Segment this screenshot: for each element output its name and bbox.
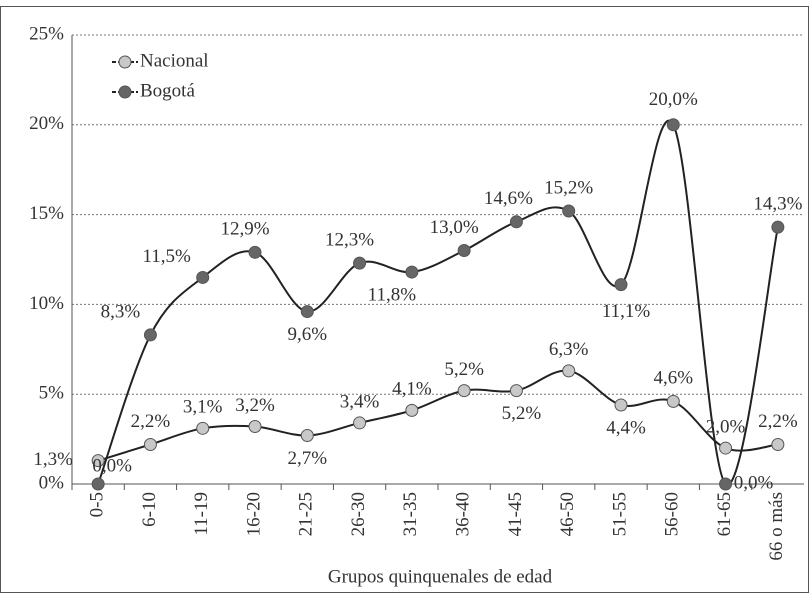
point bbox=[562, 204, 576, 218]
data-label: 3,4% bbox=[340, 391, 380, 412]
x-tick-label: 36-40 bbox=[453, 492, 474, 536]
point bbox=[248, 245, 262, 259]
data-label: 3,2% bbox=[235, 395, 275, 416]
data-label: 15,2% bbox=[544, 177, 593, 198]
y-tick-label: 10% bbox=[29, 293, 64, 314]
data-label: 2,2% bbox=[131, 411, 171, 432]
legend-marker bbox=[118, 85, 132, 99]
data-label: 14,6% bbox=[484, 188, 533, 209]
data-label: 12,3% bbox=[325, 229, 374, 250]
x-tick-label: 31-35 bbox=[400, 492, 421, 536]
data-label: 2,0% bbox=[706, 416, 746, 437]
data-label: 2,7% bbox=[287, 448, 327, 469]
x-tick-label: 6-10 bbox=[139, 492, 160, 527]
data-label: 11,5% bbox=[143, 246, 192, 267]
point bbox=[509, 215, 523, 229]
point bbox=[405, 403, 419, 417]
legend-label: Nacional bbox=[140, 50, 209, 71]
x-tick-label: 21-25 bbox=[296, 492, 317, 536]
x-tick-label: 26-30 bbox=[348, 492, 369, 536]
data-label: 0,0% bbox=[734, 472, 774, 493]
x-tick-label: 61-65 bbox=[714, 492, 735, 536]
point bbox=[614, 398, 628, 412]
x-tick-label: 51-55 bbox=[609, 492, 630, 536]
point bbox=[196, 270, 210, 284]
data-label: 4,1% bbox=[392, 379, 432, 400]
point bbox=[405, 265, 419, 279]
data-label: 0,0% bbox=[92, 455, 132, 476]
point bbox=[719, 441, 733, 455]
point bbox=[771, 437, 785, 451]
x-tick-label: 56-60 bbox=[662, 492, 683, 536]
data-label: 9,6% bbox=[287, 324, 327, 345]
point bbox=[143, 437, 157, 451]
point bbox=[614, 278, 628, 292]
y-tick-label: 25% bbox=[29, 23, 64, 44]
y-tick-label: 0% bbox=[39, 472, 65, 493]
y-tick-label: 15% bbox=[29, 203, 64, 224]
point bbox=[91, 477, 105, 491]
data-label: 5,2% bbox=[444, 359, 484, 380]
x-tick-label: 66 o más bbox=[766, 492, 787, 561]
x-tick-label: 41-45 bbox=[505, 492, 526, 536]
point bbox=[457, 244, 471, 258]
data-label: 6,3% bbox=[549, 339, 589, 360]
y-tick-label: 20% bbox=[29, 113, 64, 134]
point bbox=[196, 421, 210, 435]
data-label: 13,0% bbox=[430, 217, 479, 238]
data-label: 11,8% bbox=[368, 284, 417, 305]
data-label: 4,6% bbox=[653, 368, 693, 389]
point bbox=[300, 305, 314, 319]
point bbox=[771, 220, 785, 234]
point bbox=[457, 384, 471, 398]
data-label: 11,1% bbox=[602, 301, 651, 322]
point bbox=[300, 429, 314, 443]
data-label: 12,9% bbox=[220, 219, 269, 240]
data-label: 1,3% bbox=[33, 449, 73, 470]
point bbox=[353, 256, 367, 270]
point bbox=[666, 118, 680, 132]
y-tick-label: 5% bbox=[39, 383, 65, 404]
data-label: 3,1% bbox=[183, 397, 223, 418]
x-tick-label: 46-50 bbox=[557, 492, 578, 536]
point bbox=[248, 420, 262, 434]
point bbox=[143, 328, 157, 342]
series-line bbox=[97, 119, 779, 486]
point bbox=[91, 454, 105, 468]
point bbox=[666, 394, 680, 408]
data-label: 20,0% bbox=[649, 89, 698, 110]
data-label: 5,2% bbox=[502, 403, 542, 424]
point bbox=[509, 384, 523, 398]
point bbox=[562, 364, 576, 378]
x-axis-title: Grupos quinquenales de edad bbox=[328, 566, 553, 587]
data-label: 4,4% bbox=[606, 417, 646, 438]
point bbox=[353, 416, 367, 430]
x-tick-label: 16-20 bbox=[243, 492, 264, 536]
data-label: 8,3% bbox=[101, 301, 141, 322]
x-tick-label: 0-5 bbox=[87, 492, 108, 517]
x-tick-label: 11-19 bbox=[191, 492, 212, 536]
legend-label: Bogotá bbox=[140, 80, 195, 101]
data-label: 14,3% bbox=[753, 194, 802, 215]
legend-marker bbox=[118, 55, 132, 69]
data-label: 2,2% bbox=[758, 411, 798, 432]
point bbox=[719, 477, 733, 491]
